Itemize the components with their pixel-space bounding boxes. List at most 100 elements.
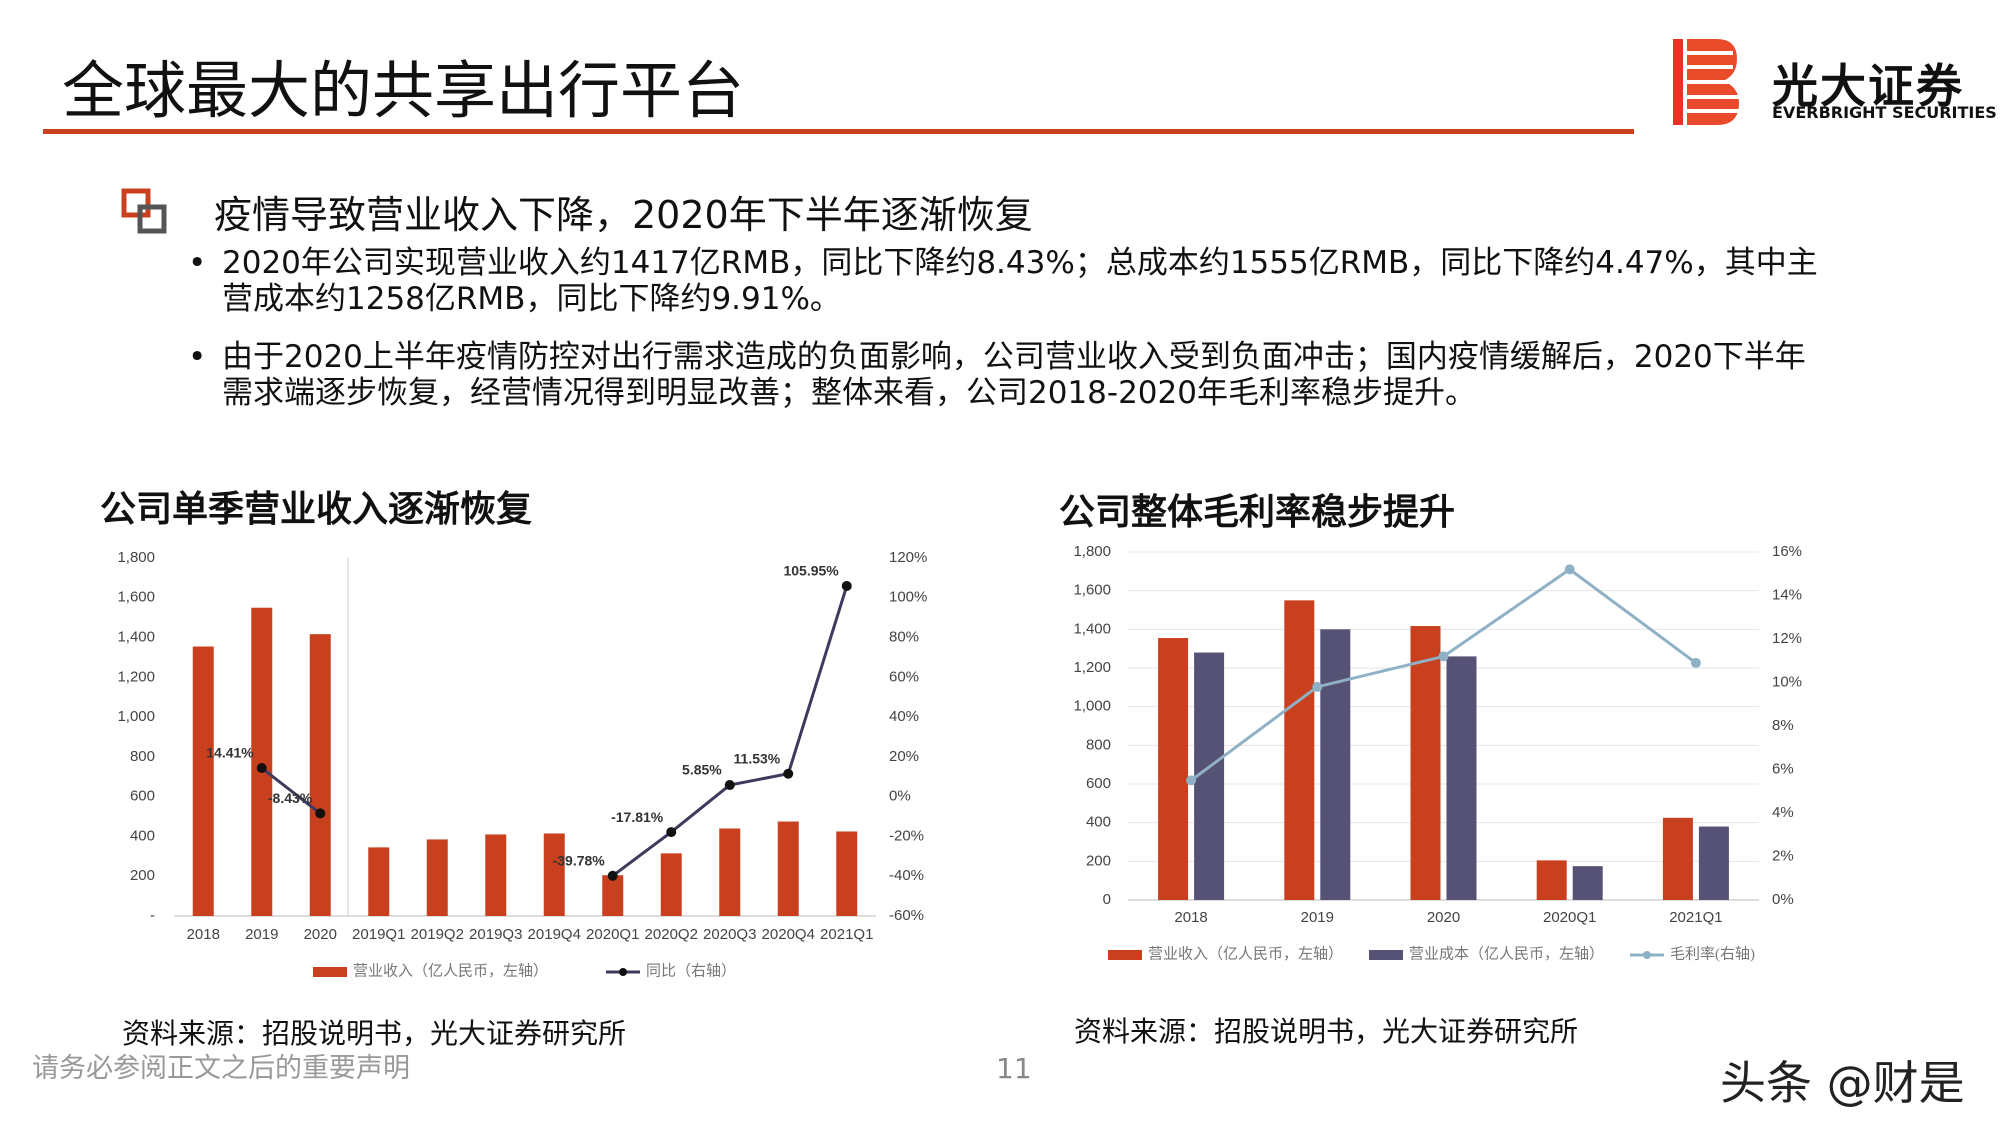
bar [719,828,741,916]
x-tick-label: 2019 [1301,909,1334,926]
x-tick-label: 2018 [1174,909,1207,926]
chart-source: 资料来源：招股说明书，光大证券研究所 [122,1017,627,1050]
x-tick-label: 2019Q1 [352,926,405,943]
x-tick-label: 2021Q1 [1669,909,1722,926]
x-tick-label: 2018 [187,926,220,943]
line-point [783,768,794,779]
heading-icon [121,188,167,234]
watermark: 头条 @财是 [1720,1056,1965,1110]
bullet: 2020年公司实现营业收入约1417亿RMB，同比下降约8.43%；总成本约15… [188,245,1832,317]
y-tick-label: - [150,907,155,924]
y2-tick-label: -40% [889,867,924,884]
data-label: -8.43% [268,790,313,806]
y-tick-label: 1,000 [1073,698,1111,715]
bar [309,634,331,916]
legend-swatch [1369,950,1403,960]
y2-tick-label: 20% [889,748,919,765]
logo-en: EVERBRIGHT SECURITIES [1772,103,1997,122]
y-tick-label: 0 [1103,891,1111,908]
y2-tick-label: 80% [889,629,919,646]
x-tick-label: 2020Q1 [586,926,639,943]
legend-label: 毛利率(右轴) [1670,945,1755,962]
x-tick-label: 2021Q1 [820,926,873,943]
line-point [666,827,677,838]
section-heading: 疫情导致营业收入下降，2020年下半年逐渐恢复 [214,193,1033,237]
y-tick-label: 400 [1086,814,1111,831]
y-tick-label: 1,600 [1073,582,1111,599]
bar [660,853,682,916]
line [260,585,849,877]
bar [1536,860,1567,900]
data-label: 11.53% [734,750,781,766]
page-number: 11 [996,1052,1032,1085]
y2-tick-label: -20% [889,827,924,844]
y2-tick-label: 14% [1772,586,1802,603]
x-tick-label: 2020Q4 [762,926,815,943]
line-point [1690,657,1701,668]
y2-tick-label: 8% [1772,717,1794,734]
y2-tick-label: 12% [1772,630,1802,647]
y-tick-label: 1,800 [1073,543,1111,560]
x-tick-label: 2020Q1 [1543,909,1596,926]
bar [1446,656,1477,900]
y-tick-label: 800 [1086,736,1111,753]
legend-label: 营业收入（亿人民币，左轴） [353,962,548,979]
logo-icon [1673,39,1739,125]
bar [426,839,448,916]
y-tick-label: 400 [130,827,155,844]
x-tick-label: 2020 [304,926,337,943]
y-tick-label: 200 [130,867,155,884]
x-tick-label: 2019 [245,926,278,943]
y-tick-label: 200 [1086,852,1111,869]
bar [1572,866,1603,900]
y2-tick-label: 0% [1772,891,1794,908]
y2-tick-label: 120% [889,549,927,566]
bar [1320,629,1351,900]
bar [543,833,565,916]
legend-label: 同比（右轴） [646,962,736,979]
x-tick-label: 2019Q2 [411,926,464,943]
legend-swatch [619,968,627,976]
line-point [256,763,267,774]
bar [836,831,858,916]
y2-tick-label: 40% [889,708,919,725]
disclaimer: 请务必参阅正文之后的重要声明 [32,1053,410,1084]
y-tick-label: 600 [130,788,155,805]
x-tick-label: 2020 [1427,909,1460,926]
line-point [1564,564,1575,575]
x-tick-label: 2019Q4 [528,926,581,943]
x-tick-label: 2020Q3 [703,926,756,943]
bar [1662,817,1693,900]
y2-tick-label: -60% [889,907,924,924]
y-tick-label: 1,400 [1073,620,1111,637]
slide-title: 全球最大的共享出行平台 [62,54,745,127]
y-tick-label: 1,600 [117,589,155,606]
line-point [1312,681,1323,692]
bullet: 由于2020上半年疫情防控对出行需求造成的负面影响，公司营业收入受到负面冲击；国… [188,339,1832,411]
y-tick-label: 1,200 [117,668,155,685]
bar [602,875,624,916]
y2-tick-label: 16% [1772,543,1802,560]
data-label: 14.41% [206,745,254,761]
y-tick-label: 1,000 [117,708,155,725]
line-point [1438,651,1449,662]
bar [251,607,273,916]
y2-tick-label: 4% [1772,804,1794,821]
chart-title: 公司单季营业收入逐渐恢复 [100,489,533,530]
x-tick-label: 2020Q2 [645,926,698,943]
bar [368,847,390,916]
chart-source: 资料来源：招股说明书，光大证券研究所 [1074,1015,1579,1048]
line-point [841,580,852,591]
line [1190,567,1697,782]
bar [1410,626,1441,900]
y-tick-label: 1,400 [117,629,155,646]
y2-tick-label: 0% [889,788,911,805]
bar [1158,638,1189,900]
line-point [724,780,735,791]
bar [485,834,507,916]
data-label: 5.85% [682,762,722,778]
legend-label: 营业成本（亿人民币，左轴） [1409,945,1604,962]
x-tick-label: 2019Q3 [469,926,522,943]
line-point [607,870,618,881]
